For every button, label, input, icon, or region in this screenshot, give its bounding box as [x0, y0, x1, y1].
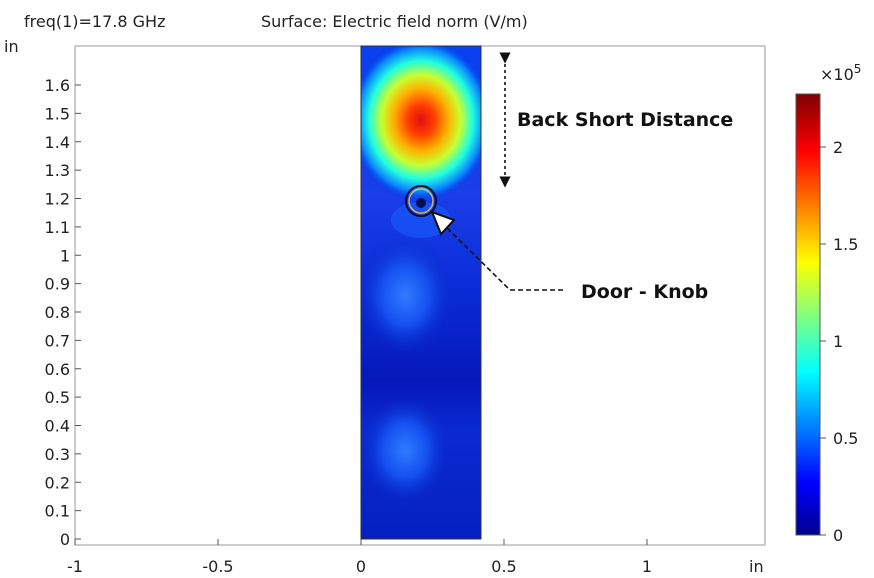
y-tick-label: 0.5	[45, 388, 70, 407]
colorbar-tick-label: 0	[833, 526, 843, 545]
colorbar-tick-label: 0.5	[833, 429, 858, 448]
x-axis-unit: in	[749, 557, 764, 576]
colorbar	[795, 93, 821, 536]
door-knob-label: Door - Knob	[581, 281, 708, 303]
y-tick-label: 1	[60, 246, 70, 265]
colorbar-tick-label: 1	[833, 332, 843, 351]
y-tick-label: 1.3	[45, 161, 70, 180]
colorbar-ticks: 0 0.5 1 1.5 2	[820, 138, 858, 545]
y-tick-label: 0	[60, 530, 70, 549]
y-tick-label: 1.6	[45, 76, 70, 95]
x-tick-label: 0.5	[491, 557, 516, 576]
y-axis-ticks: 0 0.1 0.2 0.3 0.4 0.5 0.6 0.7 0.8 0.9 1 1.1 1.2 1.3 1.…	[45, 76, 81, 549]
x-tick-label: -0.5	[202, 557, 233, 576]
y-tick-label: 0.1	[45, 502, 70, 521]
y-tick-label: 0.4	[45, 417, 70, 436]
surface-title: Surface: Electric field norm (V/m)	[261, 12, 528, 31]
y-tick-label: 0.7	[45, 331, 70, 350]
y-tick-label: 1.1	[45, 218, 70, 237]
waveguide-outline	[360, 45, 482, 540]
x-tick-label: 1	[642, 557, 652, 576]
y-tick-label: 0.2	[45, 473, 70, 492]
waveguide-domain	[361, 46, 481, 539]
colorbar-tick-label: 2	[833, 138, 843, 157]
door-knob	[405, 185, 437, 217]
y-tick-label: 0.9	[45, 275, 70, 294]
frequency-label: freq(1)=17.8 GHz	[24, 12, 165, 31]
y-tick-label: 1.4	[45, 133, 70, 152]
y-tick-label: 1.2	[45, 190, 70, 209]
x-tick-label: 0	[356, 557, 366, 576]
x-tick-label: -1	[67, 557, 83, 576]
back-short-label: Back Short Distance	[517, 109, 733, 131]
y-tick-label: 0.8	[45, 303, 70, 322]
colorbar-tick-label: 1.5	[833, 235, 858, 254]
y-tick-label: 0.3	[45, 445, 70, 464]
colorbar-multiplier: ×105	[820, 62, 861, 84]
y-tick-label: 0.6	[45, 360, 70, 379]
y-axis-unit: in	[4, 37, 19, 56]
x-axis-ticks: -1 -0.5 0 0.5 1	[67, 539, 652, 576]
y-tick-label: 1.5	[45, 104, 70, 123]
door-knob-pointer	[430, 210, 563, 291]
